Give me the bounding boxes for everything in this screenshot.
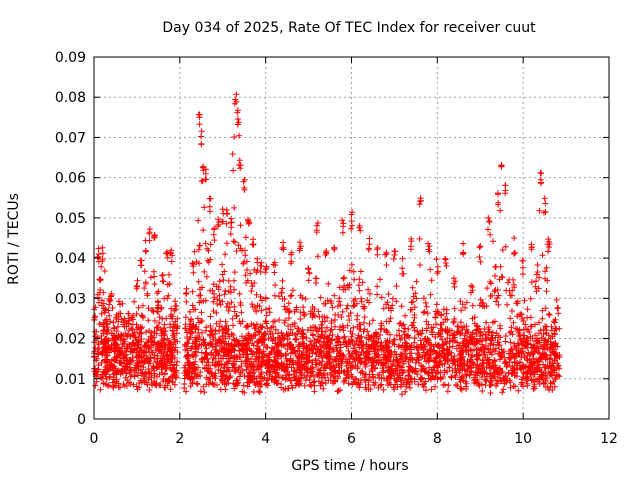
- y-tick-label: 0: [77, 412, 86, 428]
- y-tick-label: 0.01: [55, 372, 86, 388]
- y-tick-label: 0.07: [55, 130, 86, 146]
- y-tick-label: 0.02: [55, 332, 86, 348]
- grid-lines: [94, 57, 609, 419]
- x-tick-label: 6: [347, 431, 356, 447]
- y-tick-label: 0.05: [55, 211, 86, 227]
- x-tick-label: 8: [433, 431, 442, 447]
- y-axis-label: ROTI / TECUs: [6, 193, 22, 285]
- x-tick-labels: 0 2 4 6 8 10 12: [90, 431, 618, 447]
- x-tick-label: 2: [175, 431, 184, 447]
- x-tick-label: 0: [90, 431, 99, 447]
- y-tick-label: 0.09: [55, 50, 86, 66]
- x-tick-label: 10: [514, 431, 532, 447]
- y-tick-label: 0.06: [55, 171, 86, 187]
- y-tick-label: 0.04: [55, 251, 86, 267]
- axis-ticks: [93, 56, 610, 420]
- x-tick-label: 12: [600, 431, 618, 447]
- y-tick-labels: 0 0.01 0.02 0.03 0.04 0.05 0.06 0.07 0.08 0.09: [55, 50, 86, 428]
- y-tick-label: 0.03: [55, 291, 86, 307]
- chart-title: Day 034 of 2025, Rate Of TEC Index for r…: [162, 20, 536, 36]
- scatter-markers: [91, 91, 563, 398]
- x-axis-label: GPS time / hours: [291, 458, 408, 474]
- data-points: [91, 91, 563, 398]
- y-tick-label: 0.08: [55, 90, 86, 106]
- x-tick-label: 4: [261, 431, 270, 447]
